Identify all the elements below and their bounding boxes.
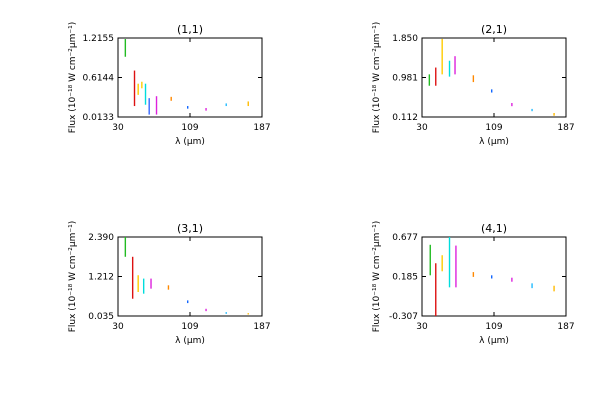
panel-title: (1,1) xyxy=(177,23,203,36)
x-tick-label: 30 xyxy=(112,322,124,332)
y-tick-label: 0.112 xyxy=(392,113,418,123)
panel-1-1: (1,1) 30 109 187 0.0133 0.6144 1.2155 λ … xyxy=(68,22,271,147)
y-tick-label: 0.035 xyxy=(88,312,114,322)
x-tick-label: 109 xyxy=(485,322,502,332)
panel-title: (3,1) xyxy=(177,222,203,235)
data-marks xyxy=(428,38,555,116)
y-axis-label: Flux (10⁻¹⁸ W cm⁻²μm⁻¹) xyxy=(68,22,78,134)
y-axis-label: Flux (10⁻¹⁸ W cm⁻²μm⁻¹) xyxy=(372,22,382,134)
tick-marks xyxy=(117,37,263,118)
x-axis-label: λ (μm) xyxy=(479,336,509,346)
y-tick-label: 0.185 xyxy=(392,273,418,283)
y-tick-label: 0.981 xyxy=(392,74,418,84)
x-tick-label: 109 xyxy=(485,123,502,133)
x-axis-label: λ (μm) xyxy=(479,137,509,147)
x-tick-label: 187 xyxy=(557,322,574,332)
y-tick-label: 1.850 xyxy=(392,34,418,44)
data-marks xyxy=(429,237,555,316)
y-tick-label: 2.390 xyxy=(88,233,114,243)
y-tick-label: 0.0133 xyxy=(83,113,115,123)
y-tick-label: 0.6144 xyxy=(83,74,115,84)
x-tick-label: 30 xyxy=(416,322,428,332)
panel-title: (4,1) xyxy=(481,222,507,235)
y-axis-label: Flux (10⁻¹⁸ W cm⁻²μm⁻¹) xyxy=(68,221,78,333)
x-tick-label: 30 xyxy=(112,123,124,133)
panel-2-1: (2,1) 30 109 187 0.112 0.981 1.850 λ (μm… xyxy=(372,22,575,147)
x-tick-label: 187 xyxy=(253,123,270,133)
data-marks xyxy=(124,39,249,115)
y-tick-label: -0.307 xyxy=(389,312,418,322)
panel-title: (2,1) xyxy=(481,23,507,36)
y-tick-label: 1.212 xyxy=(88,273,114,283)
plot-frame xyxy=(421,236,567,317)
y-axis-label: Flux (10⁻¹⁸ W cm⁻²μm⁻¹) xyxy=(372,221,382,333)
data-marks xyxy=(124,237,249,315)
y-tick-label: 1.2155 xyxy=(83,34,115,44)
tick-marks xyxy=(117,236,263,317)
x-axis-label: λ (μm) xyxy=(175,336,205,346)
x-axis-label: λ (μm) xyxy=(175,137,205,147)
panel-4-1: (4,1) 30 109 187 -0.307 0.185 0.677 λ (μ… xyxy=(372,221,575,346)
plot-frame xyxy=(117,37,263,118)
x-tick-label: 187 xyxy=(253,322,270,332)
panel-3-1: (3,1) 30 109 187 0.035 1.212 2.390 λ (μm… xyxy=(68,221,271,346)
tick-marks xyxy=(421,37,567,118)
tick-marks xyxy=(421,236,567,317)
x-tick-label: 109 xyxy=(181,322,198,332)
x-tick-label: 30 xyxy=(416,123,428,133)
plot-frame xyxy=(421,37,567,118)
plot-frame xyxy=(117,236,263,317)
x-tick-label: 109 xyxy=(181,123,198,133)
x-tick-label: 187 xyxy=(557,123,574,133)
y-tick-label: 0.677 xyxy=(392,233,418,243)
